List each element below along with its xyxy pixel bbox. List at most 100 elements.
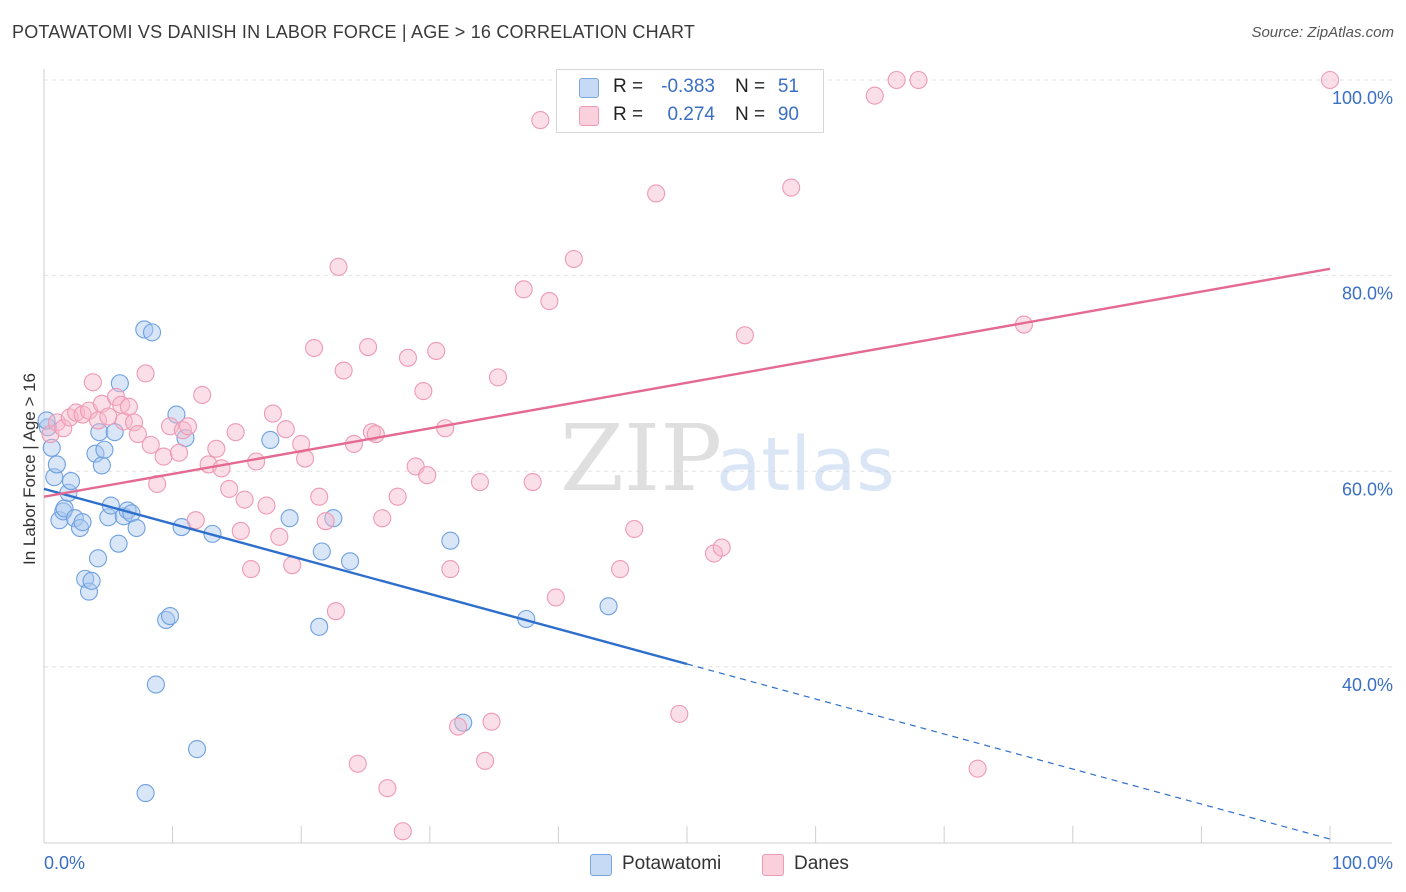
- data-point: [160, 607, 180, 626]
- data-point: [50, 511, 69, 530]
- data-point: [564, 249, 583, 269]
- data-point: [540, 292, 559, 311]
- y-tick-label: 60.0%: [1342, 479, 1393, 499]
- data-point: [865, 86, 884, 105]
- data-point: [128, 425, 147, 444]
- data-point: [136, 784, 155, 803]
- data-point: [393, 822, 412, 841]
- data-point: [305, 338, 324, 358]
- data-point: [523, 472, 542, 492]
- data-point: [441, 560, 460, 579]
- data-point: [276, 420, 295, 439]
- data-point: [99, 508, 118, 527]
- data-point: [531, 111, 550, 130]
- data-point: [735, 326, 754, 345]
- data-point: [220, 479, 239, 498]
- y-tick-label: 80.0%: [1342, 284, 1393, 304]
- data-point: [127, 518, 146, 538]
- data-point: [441, 531, 460, 550]
- n-label: N =: [735, 76, 766, 97]
- data-point: [82, 571, 101, 590]
- data-point: [514, 280, 533, 299]
- data-point: [136, 364, 155, 383]
- data-point: [86, 444, 105, 463]
- stats-legend: R = -0.383 N = 51 R = 0.274 N = 90: [556, 69, 824, 133]
- data-point: [887, 70, 906, 90]
- data-point: [388, 487, 407, 506]
- watermark: ZIP atlas: [560, 405, 895, 512]
- data-point: [712, 538, 731, 557]
- data-point: [241, 560, 261, 579]
- data-point: [186, 511, 205, 530]
- r-value: 0.274: [667, 104, 715, 125]
- data-point: [61, 472, 81, 491]
- x-tick-label-max: 100.0%: [1332, 853, 1393, 873]
- tick-labels: 40.0% 60.0% 80.0% 100.0% 0.0% 100.0%: [44, 88, 1393, 873]
- data-point: [546, 588, 565, 607]
- data-point: [427, 341, 446, 361]
- legend-label: Potawatomi: [622, 853, 722, 874]
- data-point: [169, 443, 189, 462]
- r-value: -0.383: [661, 76, 715, 97]
- data-point: [270, 527, 289, 546]
- source-credit: Source: ZipAtlas.com: [1251, 24, 1394, 41]
- data-point: [95, 440, 114, 459]
- data-point: [373, 509, 392, 528]
- stats-row-potawatomi: R = -0.383 N = 51: [557, 73, 823, 101]
- data-point: [119, 397, 138, 416]
- data-point: [235, 490, 254, 509]
- series-potawatomi: [37, 320, 618, 803]
- data-point: [488, 368, 508, 387]
- x-tick-label-min: 0.0%: [44, 853, 85, 873]
- data-point: [611, 560, 630, 579]
- data-point: [47, 455, 66, 474]
- data-point: [83, 373, 102, 392]
- danes-swatch: [762, 854, 784, 876]
- watermark-atlas: atlas: [716, 422, 895, 508]
- data-point: [326, 602, 345, 621]
- data-point: [212, 459, 231, 478]
- n-value: 90: [777, 104, 799, 125]
- data-point: [146, 675, 165, 694]
- data-point: [312, 542, 331, 561]
- potawatomi-swatch: [579, 78, 599, 98]
- grid-lines: [44, 79, 1392, 668]
- data-point: [341, 552, 360, 571]
- series-legend: Potawatomi Danes: [0, 852, 1406, 878]
- data-points: [37, 70, 1340, 841]
- data-point: [378, 779, 397, 798]
- data-point: [261, 430, 280, 450]
- data-point: [348, 754, 367, 773]
- data-point: [625, 519, 644, 539]
- data-point: [92, 456, 111, 475]
- data-point: [54, 502, 73, 521]
- data-point: [292, 434, 311, 453]
- data-point: [310, 617, 329, 636]
- n-value: 51: [777, 76, 799, 97]
- data-point: [257, 496, 276, 515]
- data-point: [154, 447, 173, 466]
- data-point: [247, 452, 266, 471]
- potawatomi-swatch: [590, 854, 612, 876]
- y-tick-label: 100.0%: [1332, 88, 1393, 108]
- data-point: [310, 487, 329, 506]
- r-label: R =: [613, 104, 644, 125]
- data-point: [263, 404, 282, 423]
- n-label: N =: [735, 104, 766, 125]
- y-axis-label: In Labor Force | Age > 16: [20, 372, 39, 565]
- data-point: [142, 323, 162, 342]
- data-point: [42, 438, 61, 457]
- data-point: [280, 509, 299, 528]
- axes: [43, 69, 1392, 844]
- data-point: [436, 419, 455, 438]
- danes-swatch: [579, 106, 599, 126]
- data-point: [909, 70, 928, 90]
- data-point: [193, 385, 212, 405]
- data-point: [414, 382, 433, 401]
- data-point: [226, 423, 245, 442]
- data-point: [73, 513, 92, 532]
- legend-label: Danes: [794, 853, 849, 874]
- data-point: [449, 717, 468, 736]
- data-point: [1320, 70, 1340, 90]
